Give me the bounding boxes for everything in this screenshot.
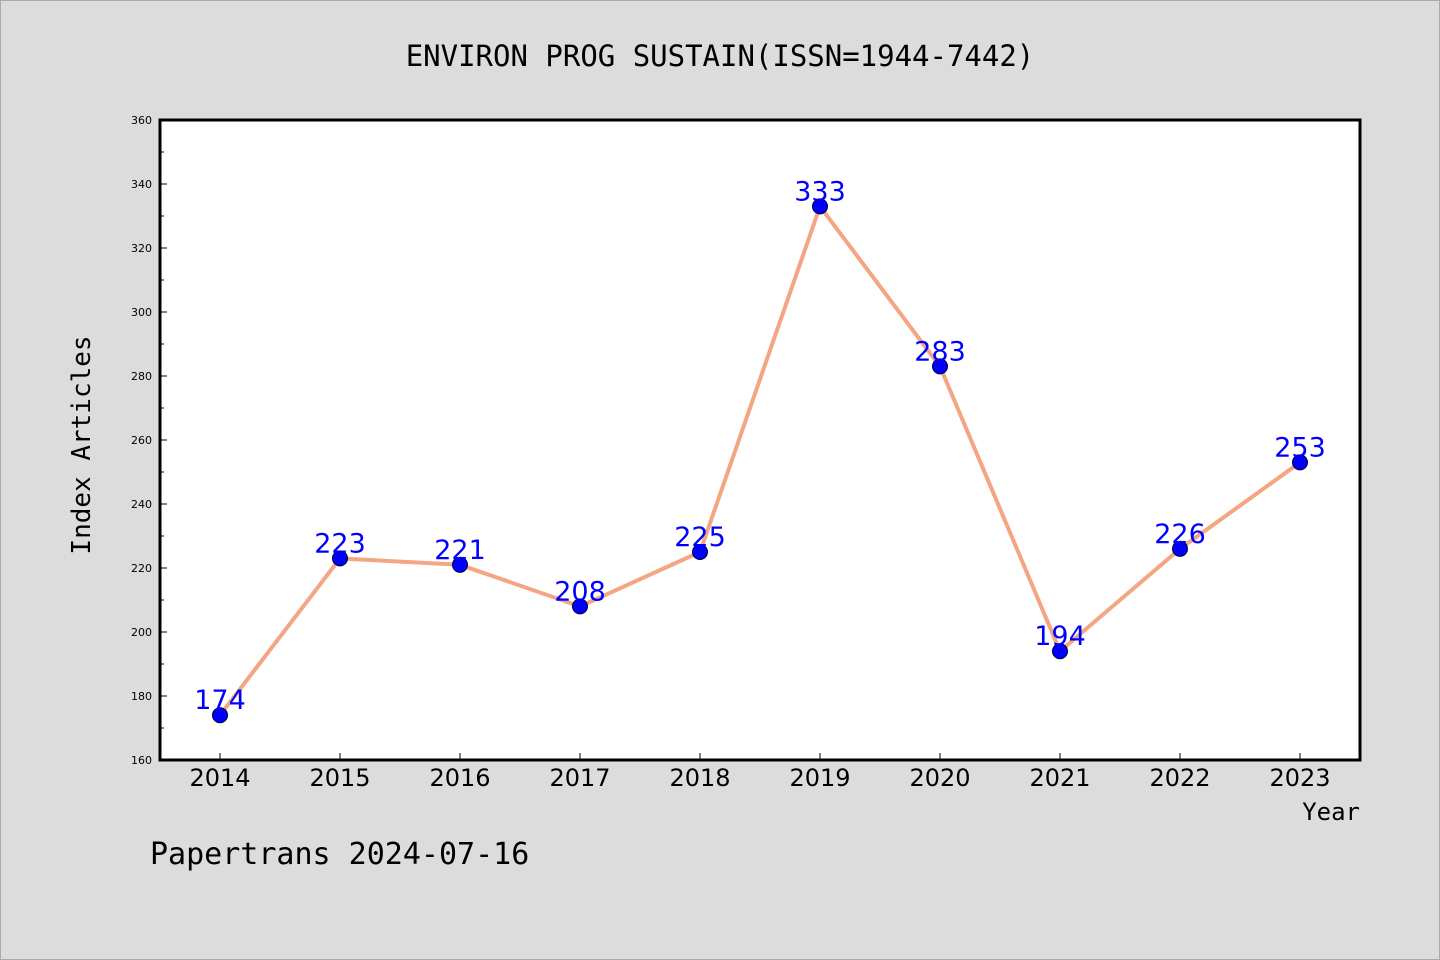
x-tick-label: 2017 [549,764,610,792]
y-axis: 160 180 200 220 240 260 280 300 320 340 360 [131,114,167,767]
data-point [1052,643,1068,660]
data-label: 226 [1154,519,1206,550]
x-tick-label: 2016 [429,764,490,792]
data-label: 221 [434,535,486,566]
y-tick-label: 180 [131,690,152,703]
x-tick-label: 2021 [1029,764,1090,792]
data-point [212,707,228,724]
data-label: 253 [1274,432,1326,463]
x-tick-label: 2014 [189,764,250,792]
y-tick-label: 240 [131,498,152,511]
x-tick-label: 2015 [309,764,370,792]
data-label: 194 [1034,621,1086,652]
series-line-group [218,204,1302,718]
x-axis-label: Year [1302,798,1360,826]
x-tick-label: 2022 [1149,764,1210,792]
footer-credit: Papertrans 2024-07-16 [150,837,529,872]
data-point [932,358,948,375]
data-label: 225 [674,522,726,553]
y-tick-label: 300 [131,306,152,319]
y-tick-label: 320 [131,242,152,255]
data-labels-group: 174 223 221 208 225 333 283 194 226 253 [194,176,1326,716]
data-point [812,198,828,215]
data-point [1292,454,1308,471]
data-label: 174 [194,685,246,716]
y-axis-label: Index Articles [67,335,97,554]
x-tick-label: 2018 [669,764,730,792]
data-label: 208 [554,576,606,607]
plot-area [158,118,1362,762]
data-label: 223 [314,528,366,559]
x-tick-label: 2019 [789,764,850,792]
data-point [452,556,468,573]
y-tick-label: 340 [131,178,152,191]
y-tick-label: 260 [131,434,152,447]
chart-title: ENVIRON PROG SUSTAIN(ISSN=1944-7442) [406,39,1035,73]
y-tick-label: 200 [131,626,152,639]
x-axis: 2014 2015 2016 2017 2018 2019 2020 2021 2022 2023 [189,753,1331,792]
data-label: 283 [914,336,966,367]
series-line [218,204,1302,718]
data-point [572,598,588,615]
y-tick-label: 160 [131,754,152,767]
data-point [1172,540,1188,557]
data-point [332,550,348,567]
data-point [692,544,708,560]
y-tick-label: 280 [131,370,152,383]
y-tick-label: 360 [131,114,152,127]
x-tick-label: 2023 [1269,764,1330,792]
data-points-group [212,198,1308,724]
data-label: 333 [794,176,846,207]
y-tick-label: 220 [131,562,152,575]
x-tick-label: 2020 [909,764,970,792]
